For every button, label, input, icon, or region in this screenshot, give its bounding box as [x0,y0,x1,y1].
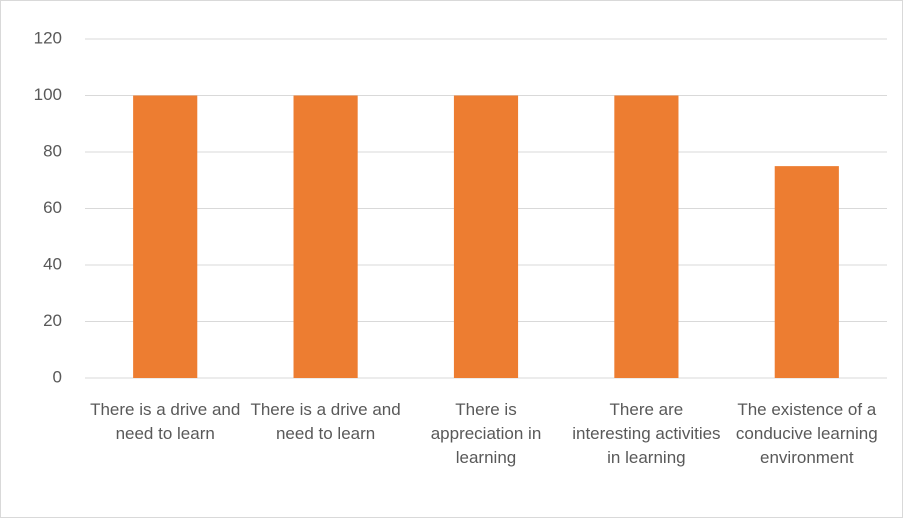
y-tick-label: 20 [43,311,62,330]
x-tick-label: There is a drive and need to learn [250,400,401,443]
x-tick-label: There is a drive and need to learn [90,400,241,443]
y-tick-label: 120 [34,28,62,47]
x-tick-label: There is appreciation in learning [430,400,542,467]
y-tick-label: 80 [43,141,62,160]
y-tick-label: 60 [43,198,62,217]
bar [614,95,679,378]
x-tick-label: The existence of a conducive learning en… [735,400,878,467]
bar [453,95,519,378]
bar [774,166,839,378]
bar [133,95,198,378]
x-tick-label: There are interesting activities in lear… [572,400,721,467]
y-tick-label: 40 [43,254,62,273]
y-tick-label: 0 [53,367,62,386]
bar [293,95,358,378]
y-tick-label: 100 [34,85,62,104]
